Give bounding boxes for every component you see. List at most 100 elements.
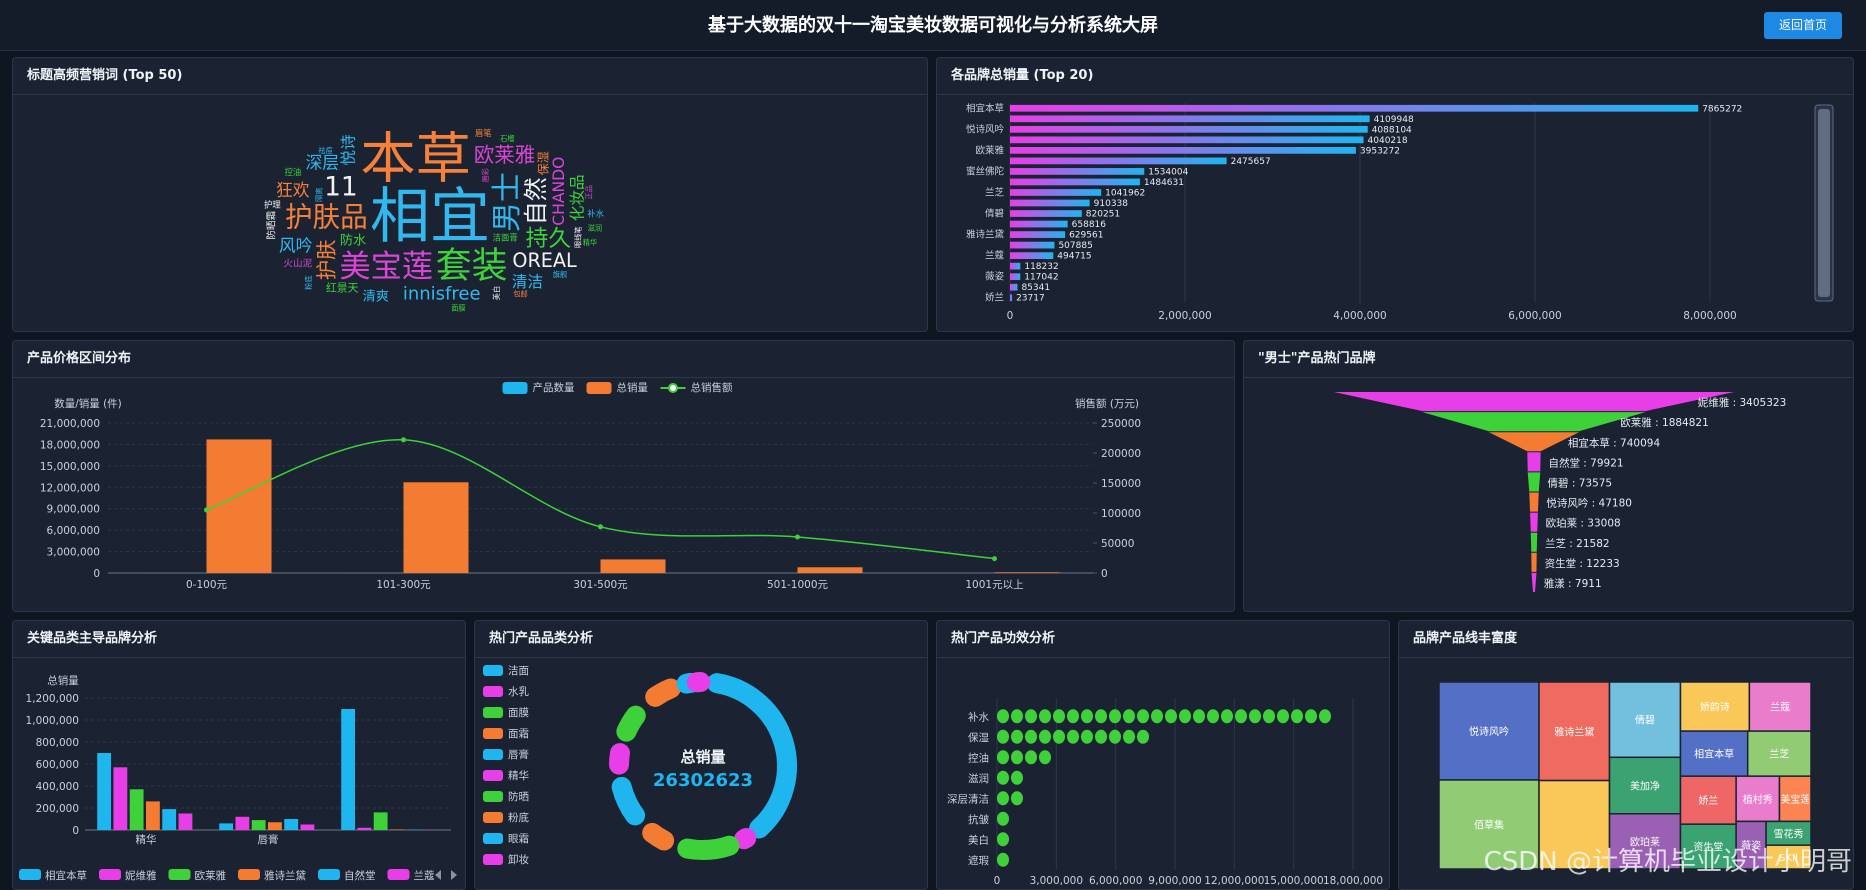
cell-label: 倩碧 (1635, 714, 1655, 727)
bar (1010, 210, 1082, 217)
word: 唇彩 (481, 168, 490, 182)
y-tick-label: 600,000 (36, 759, 79, 771)
cell-label: 薇姿 (1741, 839, 1761, 852)
treemap-cell (1679, 823, 1737, 870)
dot (1025, 729, 1037, 744)
value-label: 自然堂 : 79921 (1548, 456, 1623, 469)
treemap-cell (1679, 775, 1737, 825)
dot (1025, 750, 1037, 765)
bar (1010, 115, 1370, 123)
word: 化妆品 (568, 174, 586, 221)
y-tick-label: 兰蔻 (985, 250, 1005, 262)
y-tick-label: 悦诗风吟 (966, 123, 1005, 135)
dot (1137, 729, 1149, 744)
legend-marker (483, 791, 503, 802)
center-label: 总销量 (680, 748, 725, 766)
header: 基于大数据的双十一淘宝美妆数据可视化与分析系统大屏 返回首页 (0, 0, 1866, 51)
x-tick-label: 9,000,000 (1148, 875, 1201, 887)
dot-bar (997, 729, 1149, 744)
dot (1249, 709, 1261, 724)
word: 相宜 (370, 182, 490, 252)
x-tick-label: 301-500元 (573, 579, 628, 591)
pie-segment (706, 673, 797, 839)
legend-label: 面霜 (508, 728, 529, 740)
x-tick-label: 101-300元 (376, 579, 431, 591)
value-label: 629561 (1069, 231, 1103, 241)
x-tick-label: 4,000,000 (1333, 310, 1386, 322)
bar (1010, 125, 1368, 133)
funnel-level (1529, 492, 1539, 512)
dot-bar (997, 791, 1023, 806)
chart: 0 2,000,000 4,000,000 6,000,000 8,000,000 786… (966, 102, 1834, 322)
dot (997, 832, 1009, 847)
dot (997, 791, 1009, 806)
word: 持久 (526, 226, 572, 252)
funnel-level (1531, 572, 1537, 592)
y-tick-label: 蜜丝佛陀 (966, 165, 1005, 177)
value-label: 1041962 (1105, 188, 1145, 198)
treemap-cell (1538, 681, 1611, 782)
legend-marker (318, 869, 340, 880)
word: 美宝莲 (339, 249, 433, 285)
cell-label: 美加净 (1630, 780, 1660, 793)
y-tick-label: 深层清洁 (947, 792, 989, 805)
bar (1010, 294, 1013, 302)
panel: 产品价格区间分布 产品数量 总销量 总销售额 数量/销量 (件) 销售额 (万元) 0 3,0… (12, 340, 1235, 612)
cell-label: 欧珀莱 (1630, 835, 1660, 848)
legend-marker (483, 707, 503, 718)
back-button[interactable]: 返回首页 (1764, 12, 1842, 39)
word: 悦诗 (340, 134, 358, 165)
bar (373, 812, 388, 830)
dot-bar (997, 750, 1051, 765)
word: 套装 (436, 246, 508, 287)
cell-label: 悦诗风吟 (1469, 725, 1509, 738)
bar (219, 823, 234, 830)
bar (390, 829, 404, 830)
funnel-level (1531, 552, 1537, 572)
panel-title: "男士"产品热门品牌 (1244, 341, 1853, 378)
legend-label: 洁面 (508, 664, 529, 677)
dot (1011, 729, 1023, 744)
dot (1123, 709, 1135, 724)
legend-marker (502, 382, 528, 394)
point (204, 507, 209, 513)
legend-pager (451, 870, 457, 880)
y-tick-label: 3,000,000 (47, 547, 100, 559)
chart: 妮维雅 : 3405323 欧莱雅 : 1884821 相宜本草 : 740094 自… (1334, 392, 1786, 592)
panel-title: 标题高频营销词 (Top 50) (13, 58, 927, 95)
panel-title: 关键品类主导品牌分析 (13, 621, 465, 658)
word: 正品 (584, 185, 593, 199)
dot (1277, 709, 1289, 724)
pie-segment (677, 835, 740, 860)
axis-title: 总销量 (47, 674, 79, 687)
legend-label: 欧莱雅 (195, 869, 227, 882)
dot (1193, 709, 1205, 724)
bar (1010, 199, 1090, 207)
bar (1010, 157, 1227, 165)
point (401, 437, 406, 443)
legend-marker (19, 869, 41, 880)
bar (268, 822, 282, 830)
value-label: 507885 (1058, 241, 1092, 251)
word: 护理 (264, 200, 281, 210)
legend-label: 兰蔻 (414, 869, 435, 882)
y-tick-label: 21,000,000 (40, 418, 100, 430)
bar (1010, 252, 1054, 259)
word: 滋润 (588, 224, 602, 233)
zoom-window (1818, 109, 1830, 297)
y-tick-label: 18,000,000 (40, 439, 100, 451)
pie-segment (734, 827, 757, 850)
word: 清爽 (363, 288, 389, 304)
y-tick-label: 0 (72, 825, 79, 837)
dot (1081, 709, 1093, 724)
treemap-cell (1746, 730, 1812, 777)
legend-label: 妮维雅 (125, 869, 157, 882)
value-label: 23717 (1016, 294, 1045, 304)
value-label: 2475657 (1231, 157, 1271, 167)
bar (341, 709, 356, 830)
y-tick-label: 12,000,000 (40, 482, 100, 494)
x-tick-label: 6,000,000 (1508, 310, 1561, 322)
